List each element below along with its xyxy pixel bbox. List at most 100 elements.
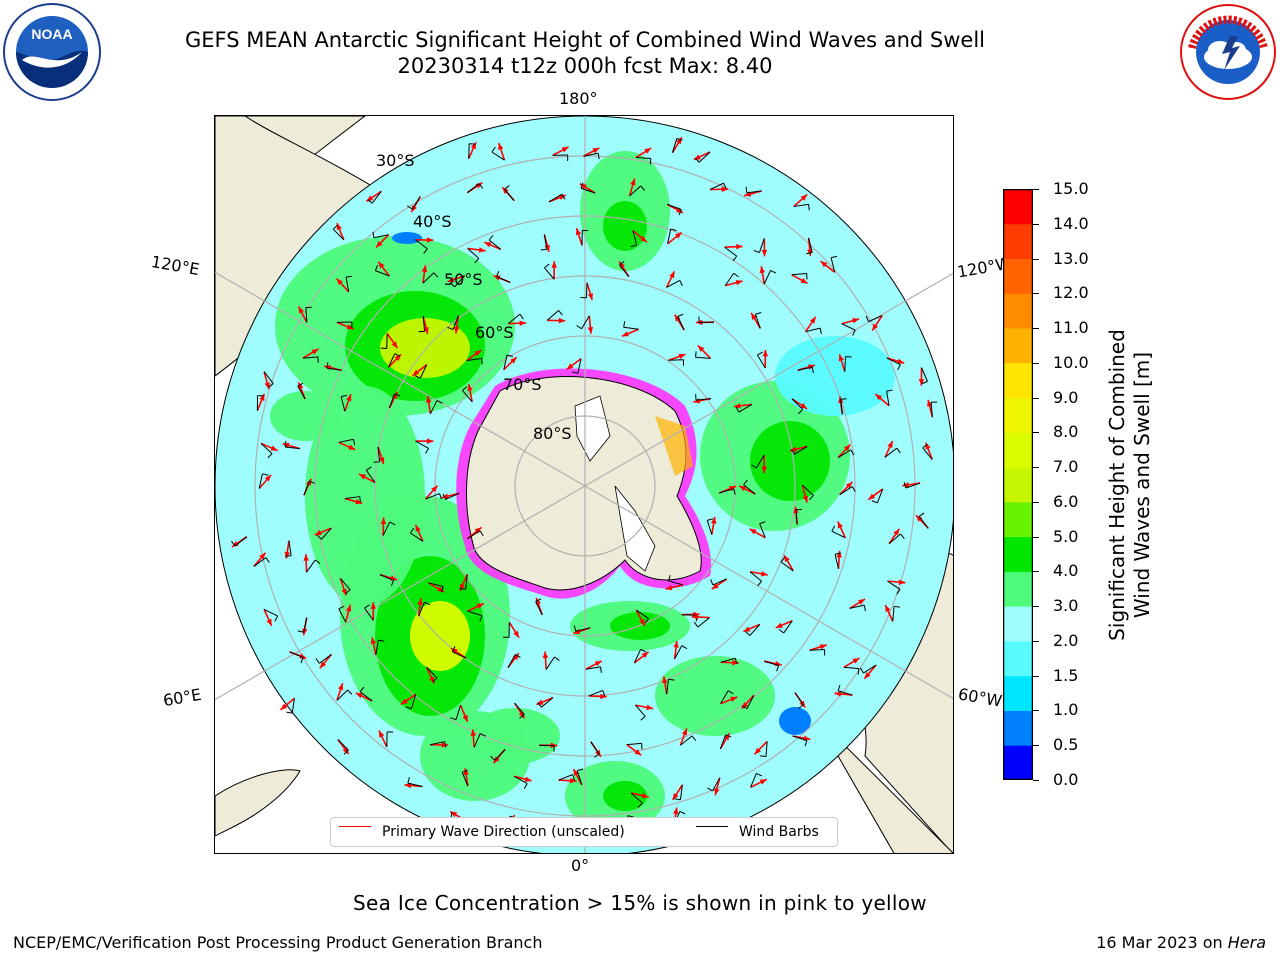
wind-barb: [410, 532, 424, 542]
wind-barb-flag: [597, 153, 600, 160]
colorbar-tick-label: 7.0: [1053, 457, 1079, 477]
wave-direction-label: Primary Wave Direction (unscaled): [382, 824, 625, 840]
wind-barb: [759, 523, 766, 538]
wind-barb-flag: [515, 654, 521, 658]
wave-arrowhead: [392, 391, 398, 399]
wind-barb-flag: [286, 711, 293, 714]
wave-height-region: [380, 318, 470, 378]
wave-arrowhead: [569, 777, 577, 784]
wind-barb: [756, 354, 766, 369]
wind-barb: [415, 239, 428, 250]
wind-barb: [302, 356, 318, 359]
colorbar-segment: [1003, 293, 1033, 329]
wind-barb-flag: [668, 678, 675, 681]
wind-barb-flag: [808, 494, 814, 500]
colorbar-tick-mark: [1033, 397, 1039, 399]
wind-barb-flag: [637, 802, 643, 808]
wind-barb: [724, 246, 738, 257]
wave-arrowhead: [714, 788, 720, 796]
land-madagascar: [215, 769, 301, 837]
wind-barb-flag: [759, 521, 766, 525]
wind-barb-flag: [297, 630, 304, 633]
wave-arrowhead: [761, 466, 767, 474]
ice-shelf-weddell: [614, 485, 656, 572]
wind-barb-flag: [367, 199, 373, 204]
wind-barb: [626, 742, 642, 746]
colorbar-tick-mark: [1033, 362, 1039, 364]
lat-label-60s: 60°S: [475, 323, 514, 342]
wind-barb: [749, 624, 761, 636]
colorbar-tick-label: 1.0: [1053, 700, 1079, 720]
wind-barb-flag: [593, 753, 600, 758]
wave-arrowhead: [732, 659, 739, 666]
wave-arrowhead: [380, 517, 387, 525]
wind-barb-flag: [778, 628, 785, 634]
wave-arrowhead: [493, 275, 501, 281]
wave-arrowhead: [759, 779, 767, 785]
wind-barb-flag: [850, 449, 855, 456]
wind-barb: [886, 357, 901, 366]
wind-barb-flag: [640, 716, 646, 721]
wave-arrowhead: [843, 444, 851, 452]
colorbar-tick-label: 15.0: [1053, 179, 1089, 198]
wave-arrowhead: [427, 438, 434, 444]
colorbar-tick-mark: [1033, 675, 1039, 677]
wind-barb-flag: [573, 625, 577, 632]
wind-barb: [503, 354, 508, 370]
wind-barb-flag: [743, 479, 748, 486]
wave-arrowhead: [558, 317, 566, 324]
wind-barb-flag: [450, 717, 457, 721]
wind-barb: [429, 400, 438, 415]
wind-barb: [422, 272, 435, 284]
wave-arrowhead: [579, 183, 587, 190]
wind-barb-flag: [734, 658, 738, 665]
wave-arrowhead: [592, 147, 600, 154]
wind-barb: [635, 609, 649, 619]
colorbar-frame: [1003, 189, 1033, 780]
wave-arrowhead: [819, 644, 827, 650]
wave-direction-swatch: [339, 826, 371, 827]
wind-barb-flag: [623, 321, 626, 328]
wave-arrowhead: [807, 249, 813, 256]
wave-arrowhead: [678, 353, 686, 360]
wave-arrowhead: [551, 261, 557, 268]
wave-arrowhead: [587, 327, 594, 334]
wind-barb-flag: [770, 269, 777, 274]
colorbar-segment: [1003, 536, 1033, 572]
wind-barb-flag: [886, 389, 893, 392]
wind-barb-flag: [390, 580, 395, 587]
lat-label-30s: 30°S: [376, 151, 415, 170]
wind-barb-flag: [896, 447, 901, 454]
wind-barb-flag: [804, 740, 808, 747]
wind-barb: [411, 196, 421, 210]
wind-barb: [837, 690, 853, 696]
wave-arrowhead: [902, 482, 910, 488]
colorbar-tick-label: 13.0: [1053, 248, 1089, 268]
wind-barb-flag: [871, 500, 878, 504]
wind-barb-flag: [414, 375, 421, 379]
wave-arrowhead: [640, 235, 647, 243]
colorbar-tick-mark: [1033, 780, 1039, 781]
wind-barb-flag: [903, 482, 907, 489]
wind-barb: [575, 627, 591, 632]
colorbar-segment: [1003, 745, 1033, 780]
wind-barb-flag: [798, 409, 804, 414]
wave-arrowhead: [730, 696, 738, 702]
wave-height-region: [470, 708, 560, 764]
wind-barb-flag: [365, 466, 372, 471]
map-canvas: [215, 116, 953, 853]
colorbar-label: Significant Height of Combined Wind Wave…: [1105, 329, 1155, 641]
colorbar-tick-label: 2.0: [1053, 630, 1079, 650]
wind-barb: [635, 157, 651, 159]
wave-arrowhead: [820, 261, 828, 268]
wave-arrowhead: [512, 653, 519, 660]
wind-barb: [415, 440, 429, 449]
wind-barb-flag: [837, 684, 841, 691]
wind-barb-flag: [459, 588, 466, 590]
lon-label-120e: 120°E: [149, 251, 201, 280]
wind-barb-flag: [922, 443, 928, 449]
wind-barb: [876, 488, 884, 504]
wave-arrowhead: [298, 306, 304, 314]
wind-barb-flag: [691, 735, 697, 741]
wave-arrowhead: [266, 618, 272, 626]
